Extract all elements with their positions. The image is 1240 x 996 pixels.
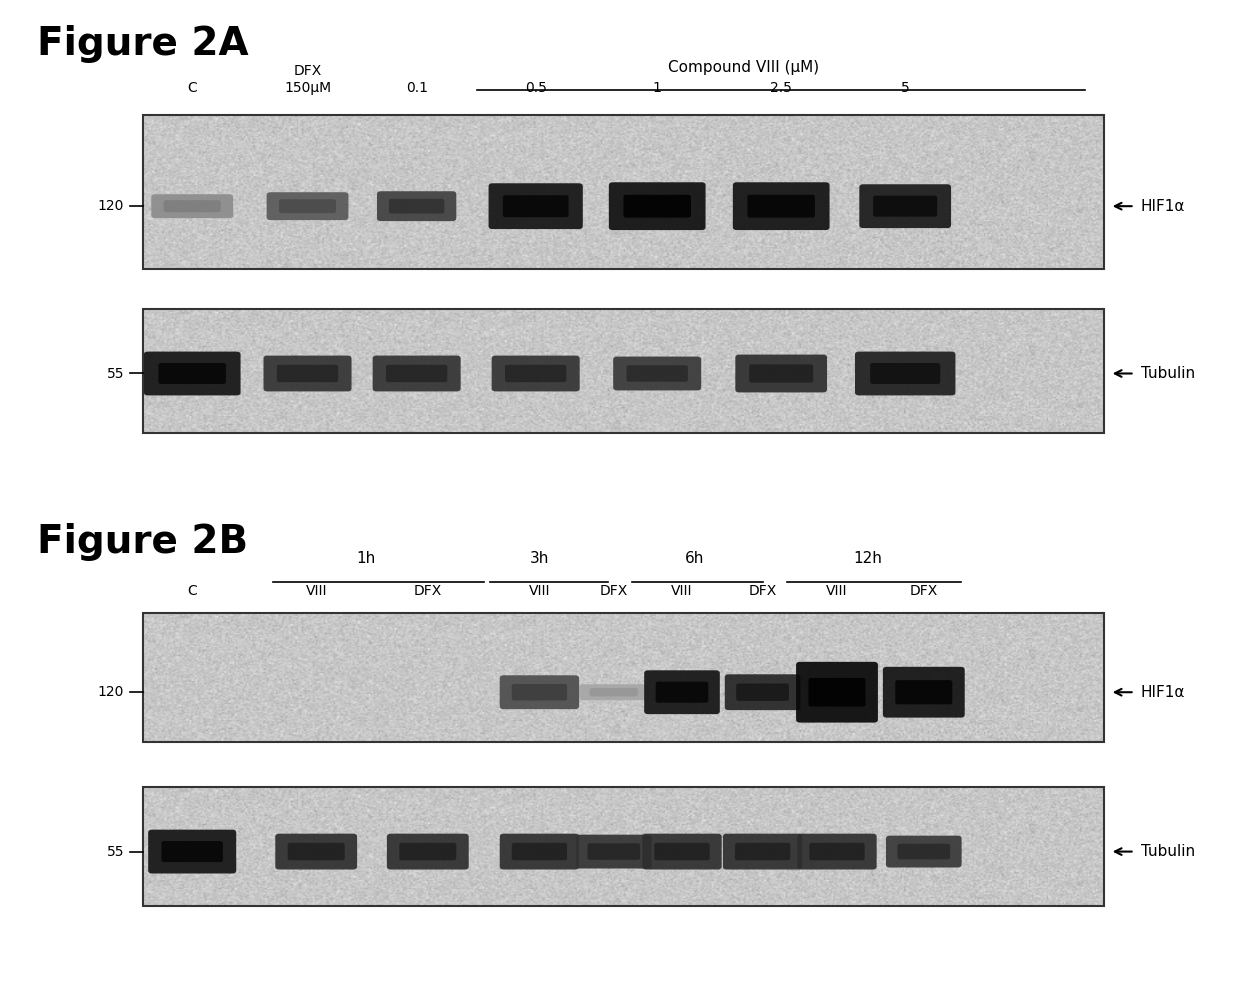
Text: 3h: 3h [529, 551, 549, 566]
FancyBboxPatch shape [387, 834, 469, 870]
FancyBboxPatch shape [399, 843, 456, 861]
Text: C: C [187, 584, 197, 598]
FancyBboxPatch shape [748, 195, 815, 217]
FancyBboxPatch shape [579, 684, 649, 700]
FancyBboxPatch shape [898, 844, 950, 860]
FancyBboxPatch shape [161, 841, 223, 863]
Text: Compound VIII (μM): Compound VIII (μM) [668, 60, 820, 75]
FancyBboxPatch shape [642, 834, 722, 870]
FancyBboxPatch shape [144, 352, 241, 395]
Text: HIF1α: HIF1α [1141, 198, 1185, 214]
Text: 55: 55 [107, 845, 124, 859]
Text: DFX: DFX [910, 584, 937, 598]
FancyBboxPatch shape [656, 681, 708, 703]
FancyBboxPatch shape [614, 357, 702, 390]
Text: 12h: 12h [853, 551, 883, 566]
FancyBboxPatch shape [151, 194, 233, 218]
FancyBboxPatch shape [655, 843, 709, 861]
FancyBboxPatch shape [575, 835, 652, 869]
Text: 1: 1 [652, 81, 662, 95]
Text: 5: 5 [900, 81, 910, 95]
FancyBboxPatch shape [267, 192, 348, 220]
Text: 0.1: 0.1 [405, 81, 428, 95]
Text: 150μM: 150μM [284, 81, 331, 95]
Text: 2.5: 2.5 [770, 81, 792, 95]
FancyBboxPatch shape [500, 675, 579, 709]
FancyBboxPatch shape [279, 199, 336, 213]
Bar [143, 309, 1104, 433]
FancyBboxPatch shape [749, 365, 813, 382]
FancyBboxPatch shape [735, 843, 790, 861]
Text: 120: 120 [98, 685, 124, 699]
FancyBboxPatch shape [859, 184, 951, 228]
FancyBboxPatch shape [491, 356, 579, 391]
Text: Figure 2A: Figure 2A [37, 25, 249, 63]
FancyBboxPatch shape [733, 182, 830, 230]
FancyBboxPatch shape [512, 684, 567, 700]
FancyBboxPatch shape [624, 195, 691, 217]
Text: DFX: DFX [600, 584, 627, 598]
FancyBboxPatch shape [489, 183, 583, 229]
Text: 0.5: 0.5 [525, 81, 547, 95]
FancyBboxPatch shape [500, 834, 579, 870]
Text: DFX: DFX [294, 64, 321, 78]
FancyBboxPatch shape [164, 200, 221, 212]
Text: DFX: DFX [749, 584, 776, 598]
Text: 1h: 1h [356, 551, 376, 566]
Text: 6h: 6h [684, 551, 704, 566]
FancyBboxPatch shape [883, 667, 965, 717]
FancyBboxPatch shape [626, 366, 688, 381]
FancyBboxPatch shape [723, 834, 802, 870]
FancyBboxPatch shape [737, 683, 789, 701]
FancyBboxPatch shape [288, 843, 345, 861]
FancyBboxPatch shape [609, 182, 706, 230]
FancyBboxPatch shape [724, 674, 801, 710]
FancyBboxPatch shape [796, 662, 878, 723]
Text: Tubulin: Tubulin [1141, 844, 1195, 860]
FancyBboxPatch shape [503, 195, 568, 217]
FancyBboxPatch shape [808, 678, 866, 706]
Text: VIII: VIII [305, 584, 327, 598]
FancyBboxPatch shape [873, 195, 937, 217]
Text: Figure 2B: Figure 2B [37, 523, 248, 561]
FancyBboxPatch shape [735, 355, 827, 392]
Text: C: C [187, 81, 197, 95]
Text: 55: 55 [107, 367, 124, 380]
FancyBboxPatch shape [870, 363, 940, 384]
FancyBboxPatch shape [505, 365, 567, 382]
FancyBboxPatch shape [645, 670, 719, 714]
Text: 120: 120 [98, 199, 124, 213]
FancyBboxPatch shape [885, 836, 962, 868]
FancyBboxPatch shape [588, 844, 640, 860]
FancyBboxPatch shape [512, 843, 567, 861]
Text: Tubulin: Tubulin [1141, 366, 1195, 381]
FancyBboxPatch shape [856, 352, 955, 395]
FancyBboxPatch shape [372, 356, 461, 391]
Bar [143, 787, 1104, 906]
FancyBboxPatch shape [797, 834, 877, 870]
Text: VIII: VIII [826, 584, 848, 598]
Text: DFX: DFX [414, 584, 441, 598]
FancyBboxPatch shape [277, 365, 339, 382]
Text: HIF1α: HIF1α [1141, 684, 1185, 700]
Bar [143, 613, 1104, 742]
FancyBboxPatch shape [377, 191, 456, 221]
FancyBboxPatch shape [386, 365, 448, 382]
FancyBboxPatch shape [389, 199, 444, 213]
Text: VIII: VIII [671, 584, 693, 598]
FancyBboxPatch shape [159, 363, 226, 384]
FancyBboxPatch shape [149, 830, 236, 873]
Bar [143, 115, 1104, 269]
FancyBboxPatch shape [810, 843, 864, 861]
FancyBboxPatch shape [895, 680, 952, 704]
Text: VIII: VIII [528, 584, 551, 598]
FancyBboxPatch shape [263, 356, 352, 391]
FancyBboxPatch shape [275, 834, 357, 870]
FancyBboxPatch shape [590, 688, 637, 696]
